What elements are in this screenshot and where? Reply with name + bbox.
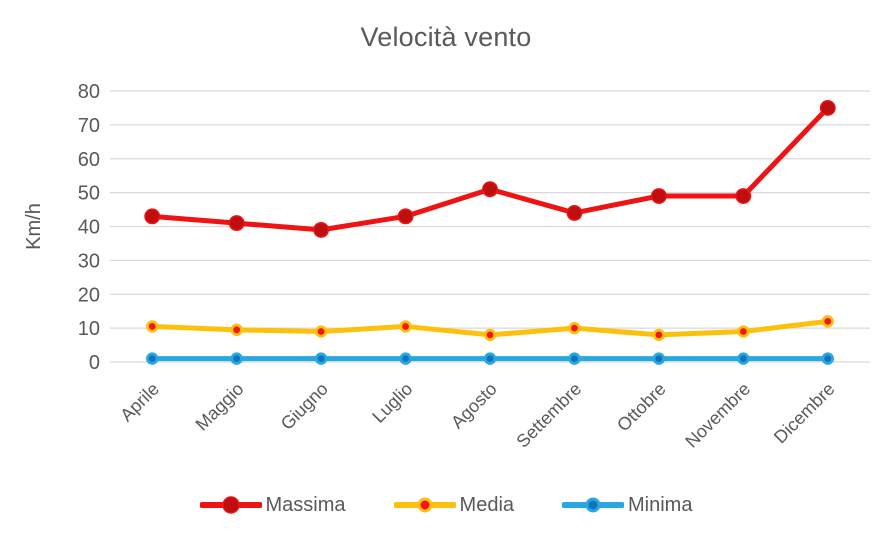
massima-line[interactable] (149, 105, 831, 233)
y-axis-tick-label: 30 (78, 250, 100, 272)
legend-item-media[interactable]: Media (393, 493, 515, 517)
x-axis-label: Giugno (277, 379, 332, 434)
media-marker[interactable] (314, 325, 328, 338)
y-axis-tick-label: 0 (89, 352, 100, 374)
minima-legend-swatch (562, 497, 625, 513)
massima-marker[interactable] (313, 221, 330, 238)
x-axis-label: Luglio (368, 379, 416, 427)
media-marker[interactable] (737, 325, 750, 338)
legend: Massima Media Minima (0, 493, 892, 517)
massima-marker[interactable] (228, 215, 245, 232)
x-axis-label: Maggio (192, 379, 248, 435)
minima-marker[interactable] (737, 352, 750, 365)
media-marker[interactable] (230, 323, 243, 337)
minima-marker[interactable] (821, 352, 834, 365)
y-axis-title: Km/h (23, 203, 45, 250)
legend-label-minima: Minima (628, 493, 693, 516)
massima-legend-swatch (199, 496, 262, 514)
x-axis-label: Dicembre (770, 379, 839, 448)
massima-legend-marker (221, 496, 240, 514)
minima-marker[interactable] (568, 352, 581, 365)
legend-item-minima[interactable]: Minima (562, 493, 692, 517)
y-axis-tick-label: 60 (78, 149, 100, 171)
massima-marker[interactable] (144, 208, 161, 225)
media-marker[interactable] (399, 320, 412, 333)
media-marker[interactable] (652, 328, 666, 342)
x-axis-label: Agosto (447, 379, 501, 433)
massima-marker[interactable] (397, 208, 414, 225)
x-axis-label: Aprile (116, 379, 163, 426)
minima-marker[interactable] (483, 352, 497, 365)
minima-marker[interactable] (652, 352, 666, 365)
y-axis-tick-label: 50 (78, 183, 100, 205)
minima-marker[interactable] (230, 352, 243, 365)
massima-marker[interactable] (819, 99, 836, 116)
y-axis-tick-label: 40 (78, 217, 100, 239)
massima-marker[interactable] (566, 205, 583, 221)
chart-title: Velocità vento (360, 22, 532, 52)
legend-label-media: Media (459, 493, 515, 516)
minima-legend-marker (585, 497, 601, 513)
media-marker[interactable] (568, 321, 581, 335)
x-axis-label: Settembre (512, 379, 585, 452)
massima-marker[interactable] (650, 188, 667, 204)
legend-item-massima[interactable]: Massima (199, 493, 346, 517)
legend-label-massima: Massima (265, 493, 346, 516)
media-marker[interactable] (821, 315, 834, 328)
x-axis-label: Ottobre (613, 379, 670, 436)
minima-marker[interactable] (146, 352, 159, 365)
media-legend-swatch (393, 497, 456, 513)
minima-marker[interactable] (399, 352, 412, 365)
massima-marker[interactable] (735, 188, 752, 204)
y-axis-tick-label: 80 (78, 81, 100, 103)
media-legend-marker (417, 497, 433, 513)
x-axis-label: Novembre (681, 379, 754, 452)
y-axis-tick-label: 20 (78, 284, 100, 306)
y-axis-tick-label: 70 (78, 115, 100, 137)
y-axis-tick-label: 10 (78, 318, 100, 340)
media-marker[interactable] (483, 328, 497, 342)
media-marker[interactable] (146, 320, 159, 333)
massima-marker[interactable] (482, 181, 498, 198)
minima-marker[interactable] (314, 352, 328, 365)
